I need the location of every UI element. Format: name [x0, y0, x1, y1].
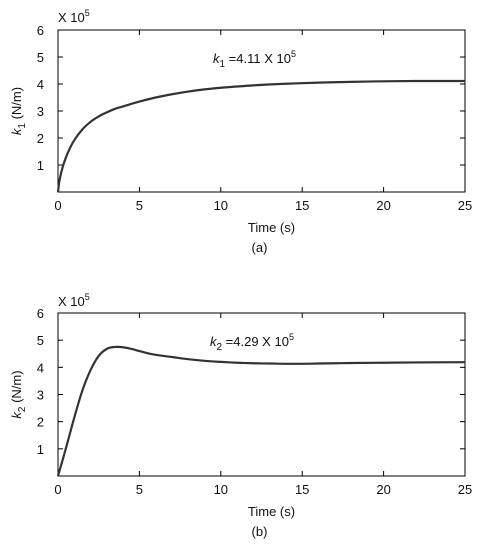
x-tick-label: 15	[295, 482, 309, 497]
y-axis-title: k2 (N/m)	[9, 370, 28, 418]
y-tick-label: 5	[37, 333, 44, 348]
y-tick-label: 6	[37, 306, 44, 321]
panel-label: (a)	[252, 240, 268, 255]
chart-panel-b: 0 5 10 15 20 25 1 2 3 4 5 6 X 105 Time (s) (b) k2 (N/m)…	[9, 292, 472, 539]
value-annotation: k2 =4.29 X 105	[210, 332, 294, 353]
x-tick-label: 20	[376, 198, 390, 213]
y-tick-label: 3	[37, 388, 44, 403]
y-multiplier: X 105	[58, 292, 90, 309]
y-tick-label: 4	[37, 360, 44, 375]
x-tick-label: 5	[136, 482, 143, 497]
chart-panel-a: 0 5 10 15 20 25 1 2 3 4 5 6 X 105 Time (s) (a) k1 (N/m)…	[9, 8, 472, 255]
y-tick-label: 6	[37, 23, 44, 38]
x-axis-title: Time (s)	[248, 220, 295, 235]
x-tick-label: 10	[214, 482, 228, 497]
series-line-0	[56, 79, 466, 193]
x-tick-label: 25	[458, 198, 472, 213]
x-tick-label: 25	[458, 482, 472, 497]
panel-label: (b)	[252, 524, 268, 539]
y-tick-label: 5	[37, 50, 44, 65]
x-tick-label: 0	[54, 198, 61, 213]
series-line-0	[56, 345, 466, 477]
x-tick-label: 20	[376, 482, 390, 497]
y-tick-label: 3	[37, 104, 44, 119]
y-tick-label: 2	[37, 415, 44, 430]
x-axis-title: Time (s)	[248, 504, 295, 519]
value-annotation: k1 =4.11 X 105	[213, 49, 296, 70]
x-tick-label: 5	[136, 198, 143, 213]
x-tick-label: 15	[295, 198, 309, 213]
x-tick-label: 0	[54, 482, 61, 497]
y-multiplier: X 105	[58, 8, 90, 25]
y-tick-label: 1	[37, 158, 44, 173]
x-tick-label: 10	[214, 198, 228, 213]
y-tick-label: 2	[37, 131, 44, 146]
y-axis-title: k1 (N/m)	[9, 87, 28, 135]
y-tick-label: 4	[37, 77, 44, 92]
y-tick-label: 1	[37, 442, 44, 457]
